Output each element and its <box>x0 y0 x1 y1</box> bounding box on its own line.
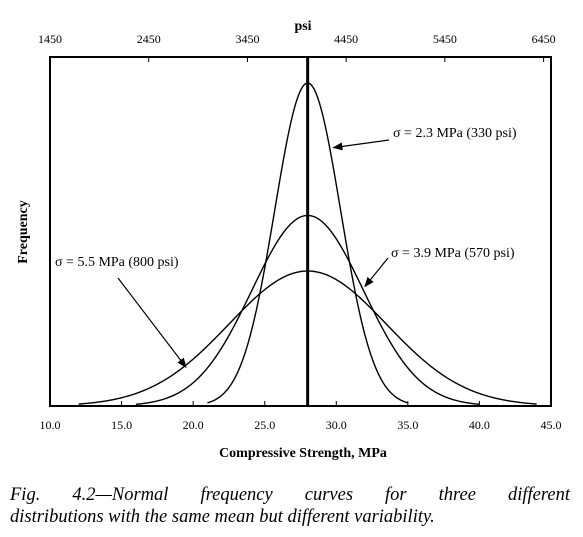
bottom-tick-label: 30.0 <box>326 418 347 432</box>
bottom-tick-label: 15.0 <box>111 418 132 432</box>
caption-line-1: Fig. 4.2—Normal frequency curves for thr… <box>10 485 570 505</box>
top-axis-ticks: 1450 2450 3450 4450 5450 6450 <box>38 32 556 62</box>
figure-caption: Fig. 4.2—Normal frequency curves for thr… <box>10 484 570 528</box>
top-tick-label: 2450 <box>137 32 161 46</box>
annotation-arrow-2 <box>364 257 389 288</box>
y-axis-title: Frequency <box>16 200 31 264</box>
annotations-group: σ = 2.3 MPa (330 psi) σ = 3.9 MPa (570 ps… <box>55 126 517 369</box>
top-tick-label: 6450 <box>532 32 556 46</box>
annotation-label-2: σ = 3.9 MPa (570 psi) <box>391 246 515 261</box>
bottom-tick-label: 10.0 <box>40 418 61 432</box>
bottom-axis-ticks: 10.0 15.0 20.0 25.0 30.0 35.0 40.0 45.0 <box>40 401 562 432</box>
top-tick-label: 4450 <box>334 32 358 46</box>
x-axis-title: Compressive Strength, MPa <box>219 446 387 461</box>
bottom-tick-label: 20.0 <box>183 418 204 432</box>
top-tick-label: 5450 <box>433 32 457 46</box>
annotation-label-3: σ = 5.5 MPa (800 psi) <box>55 255 179 270</box>
bottom-tick-label: 35.0 <box>397 418 418 432</box>
bottom-tick-label: 25.0 <box>254 418 275 432</box>
bottom-tick-label: 40.0 <box>469 418 490 432</box>
top-axis-title: psi <box>294 19 311 34</box>
annotation-label-1: σ = 2.3 MPa (330 psi) <box>393 126 517 141</box>
plot-frame <box>49 56 552 407</box>
annotation-arrow-3 <box>117 277 187 369</box>
caption-line-2: distributions with the same mean but dif… <box>10 507 435 527</box>
bottom-tick-label: 45.0 <box>541 418 562 432</box>
annotation-arrow-1 <box>332 139 390 151</box>
top-tick-label: 3450 <box>235 32 259 46</box>
top-tick-label: 1450 <box>38 32 62 46</box>
